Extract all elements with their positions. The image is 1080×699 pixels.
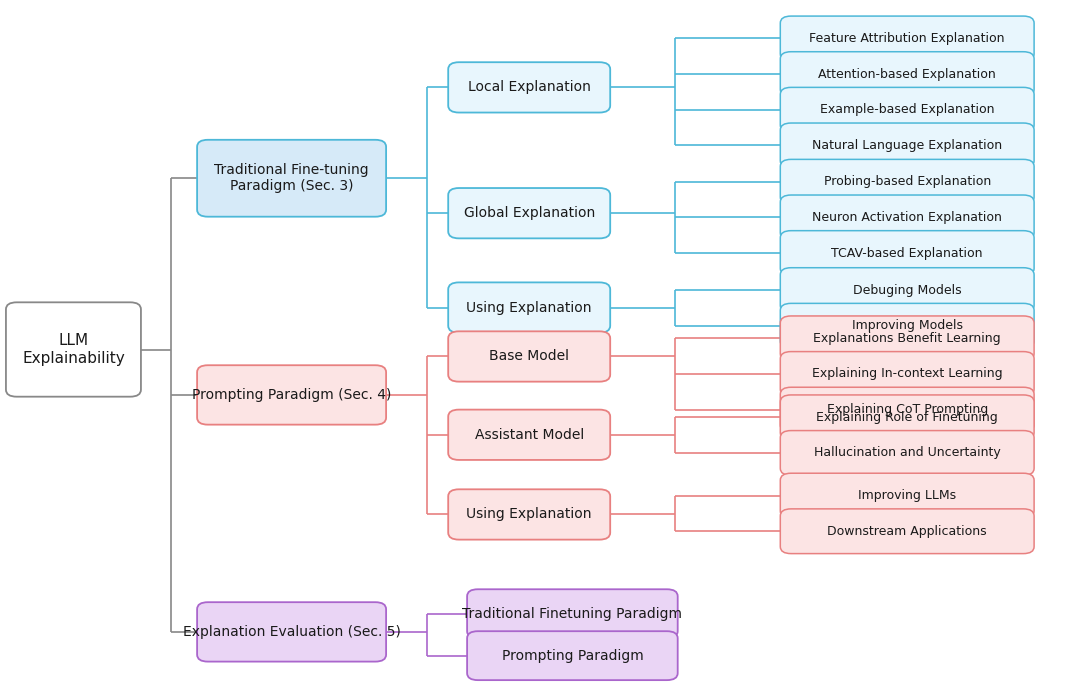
Text: Hallucination and Uncertainty: Hallucination and Uncertainty <box>814 447 1000 459</box>
FancyBboxPatch shape <box>197 602 387 661</box>
Text: Example-based Explanation: Example-based Explanation <box>820 103 995 116</box>
Text: Assistant Model: Assistant Model <box>474 428 584 442</box>
FancyBboxPatch shape <box>780 316 1034 361</box>
FancyBboxPatch shape <box>780 87 1034 132</box>
FancyBboxPatch shape <box>780 431 1034 475</box>
FancyBboxPatch shape <box>468 589 678 638</box>
Text: Downstream Applications: Downstream Applications <box>827 525 987 538</box>
FancyBboxPatch shape <box>780 195 1034 240</box>
Text: Prompting Paradigm (Sec. 4): Prompting Paradigm (Sec. 4) <box>192 388 391 402</box>
Text: Neuron Activation Explanation: Neuron Activation Explanation <box>812 211 1002 224</box>
FancyBboxPatch shape <box>6 302 140 397</box>
Text: LLM
Explainability: LLM Explainability <box>22 333 125 366</box>
FancyBboxPatch shape <box>780 52 1034 96</box>
Text: Explanation Evaluation (Sec. 5): Explanation Evaluation (Sec. 5) <box>183 625 401 639</box>
FancyBboxPatch shape <box>448 410 610 460</box>
Text: Improving Models: Improving Models <box>852 319 962 332</box>
Text: Prompting Paradigm: Prompting Paradigm <box>501 649 644 663</box>
FancyBboxPatch shape <box>448 489 610 540</box>
Text: Using Explanation: Using Explanation <box>467 301 592 315</box>
Text: Explaining CoT Prompting: Explaining CoT Prompting <box>826 403 988 416</box>
Text: Explaining In-context Learning: Explaining In-context Learning <box>812 368 1002 380</box>
Text: Explaining Role of Finetuning: Explaining Role of Finetuning <box>816 411 998 424</box>
FancyBboxPatch shape <box>780 387 1034 432</box>
FancyBboxPatch shape <box>780 123 1034 168</box>
FancyBboxPatch shape <box>780 16 1034 61</box>
FancyBboxPatch shape <box>468 631 678 680</box>
Text: Explanations Benefit Learning: Explanations Benefit Learning <box>813 332 1001 345</box>
Text: Attention-based Explanation: Attention-based Explanation <box>819 68 996 80</box>
Text: TCAV-based Explanation: TCAV-based Explanation <box>832 247 983 259</box>
Text: Base Model: Base Model <box>489 350 569 363</box>
Text: Feature Attribution Explanation: Feature Attribution Explanation <box>809 32 1005 45</box>
FancyBboxPatch shape <box>197 365 387 425</box>
Text: Global Explanation: Global Explanation <box>463 206 595 220</box>
Text: Local Explanation: Local Explanation <box>468 80 591 94</box>
FancyBboxPatch shape <box>780 352 1034 396</box>
Text: Improving LLMs: Improving LLMs <box>859 489 956 502</box>
FancyBboxPatch shape <box>780 473 1034 518</box>
FancyBboxPatch shape <box>448 331 610 382</box>
Text: Traditional Finetuning Paradigm: Traditional Finetuning Paradigm <box>462 607 683 621</box>
Text: Probing-based Explanation: Probing-based Explanation <box>824 175 990 188</box>
Text: Traditional Fine-tuning
Paradigm (Sec. 3): Traditional Fine-tuning Paradigm (Sec. 3… <box>214 163 369 194</box>
FancyBboxPatch shape <box>448 62 610 113</box>
FancyBboxPatch shape <box>448 188 610 238</box>
Text: Using Explanation: Using Explanation <box>467 507 592 521</box>
Text: Natural Language Explanation: Natural Language Explanation <box>812 139 1002 152</box>
FancyBboxPatch shape <box>780 509 1034 554</box>
FancyBboxPatch shape <box>780 159 1034 204</box>
FancyBboxPatch shape <box>448 282 610 333</box>
FancyBboxPatch shape <box>197 140 387 217</box>
FancyBboxPatch shape <box>780 231 1034 275</box>
FancyBboxPatch shape <box>780 303 1034 348</box>
FancyBboxPatch shape <box>780 395 1034 440</box>
Text: Debuging Models: Debuging Models <box>853 284 961 296</box>
FancyBboxPatch shape <box>780 268 1034 312</box>
